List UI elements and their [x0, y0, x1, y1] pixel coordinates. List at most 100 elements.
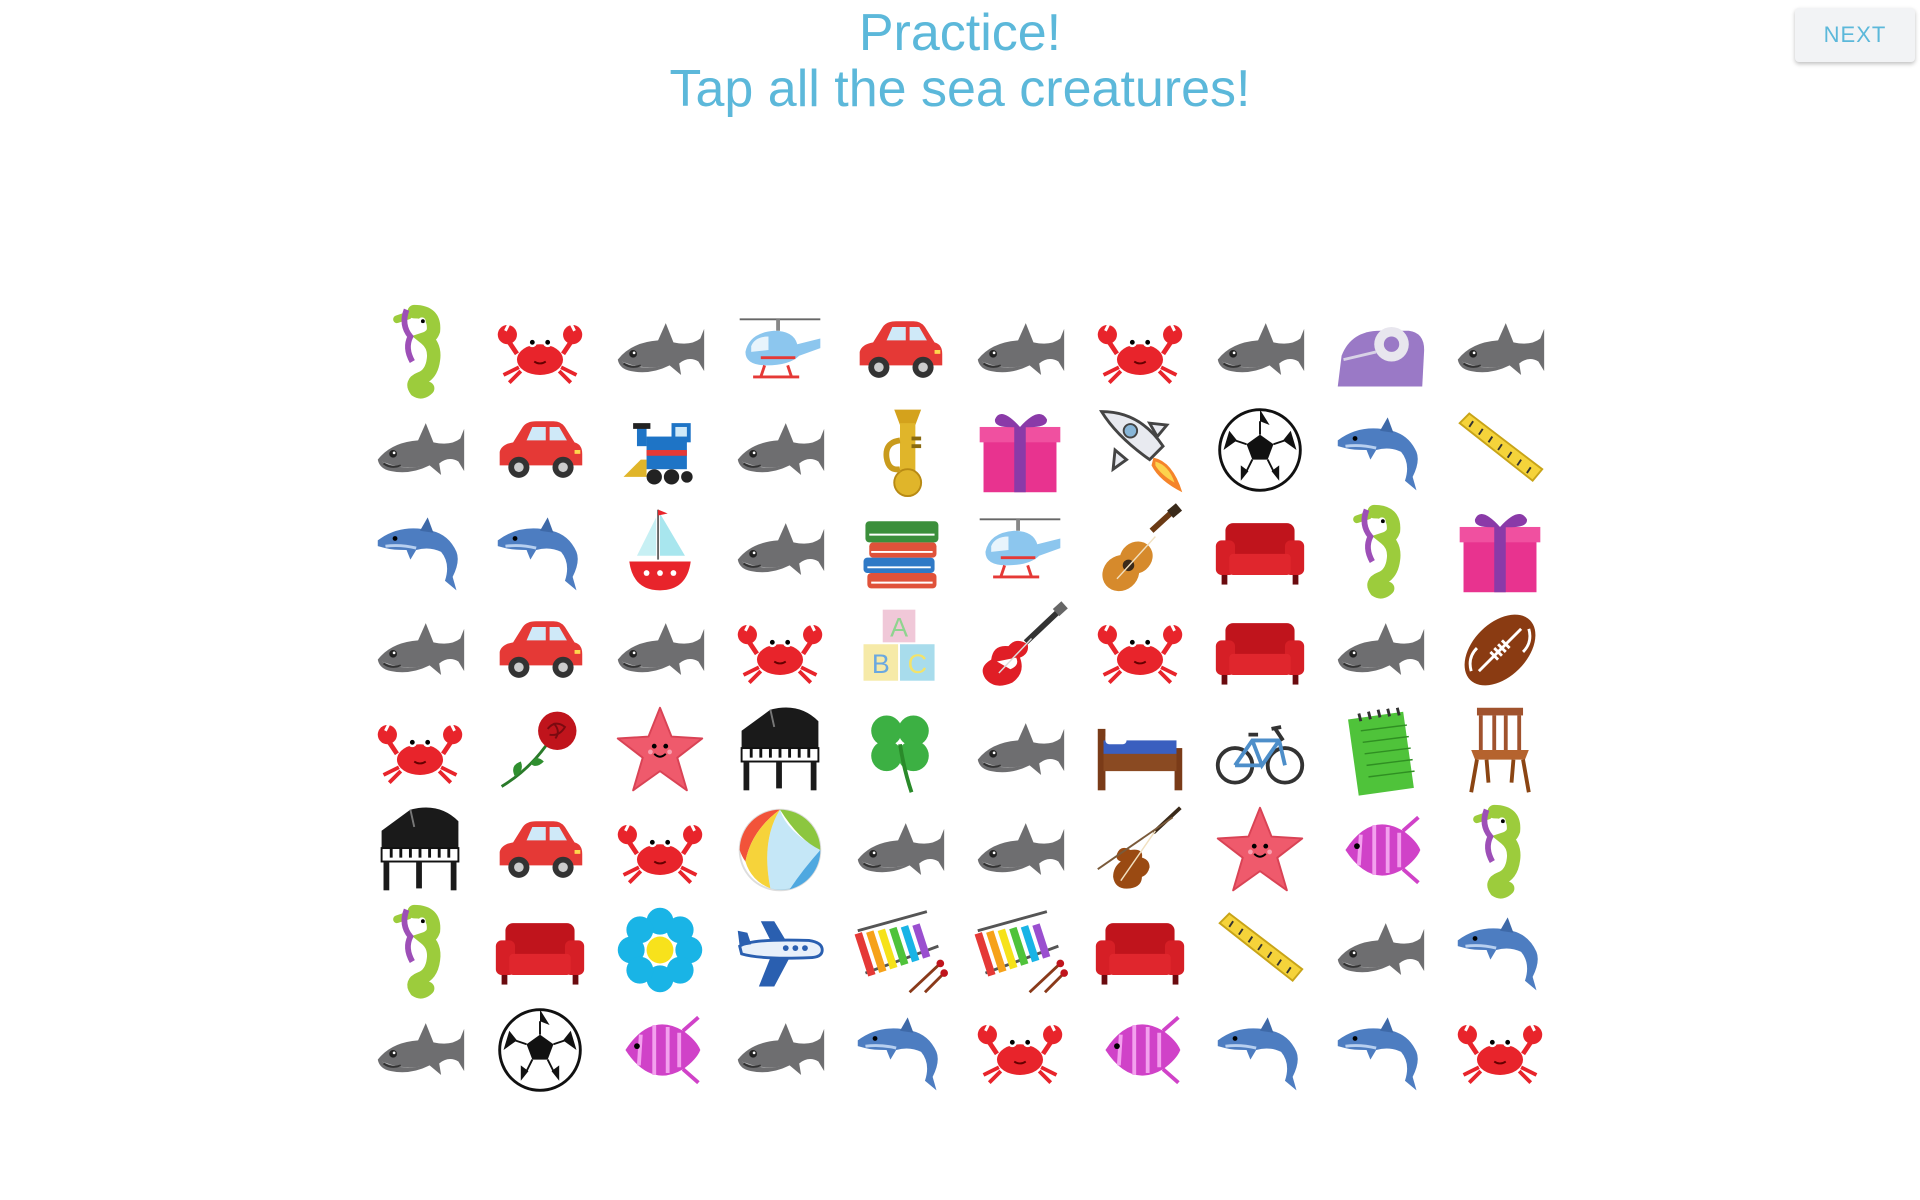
grid-item-violin[interactable] [1080, 800, 1200, 900]
grid-item-shark[interactable] [1200, 300, 1320, 400]
next-button[interactable]: NEXT [1795, 8, 1915, 62]
grid-item-helicopter[interactable] [720, 300, 840, 400]
grid-item-shark[interactable] [1440, 300, 1560, 400]
grid-item-seahorse[interactable] [1440, 800, 1560, 900]
grid-item-football[interactable] [1440, 600, 1560, 700]
grid-item-gift[interactable] [960, 400, 1080, 500]
grid-item-shark[interactable] [840, 800, 960, 900]
grid-item-shark[interactable] [360, 1000, 480, 1100]
grid-item-crab[interactable] [1440, 1000, 1560, 1100]
grid-item-shark[interactable] [600, 600, 720, 700]
grid-item-dolphin[interactable] [360, 500, 480, 600]
grid-item-bed[interactable] [1080, 700, 1200, 800]
grid-item-chair[interactable] [1440, 700, 1560, 800]
grid-item-seahorse[interactable] [360, 300, 480, 400]
rocket-icon [1099, 410, 1183, 493]
grid-item-tuba[interactable] [840, 400, 960, 500]
grid-item-shark[interactable] [360, 400, 480, 500]
grid-item-shark[interactable] [960, 800, 1080, 900]
grid-item-bicycle[interactable] [1200, 700, 1320, 800]
chair-icon [1469, 707, 1531, 793]
grid-item-crab[interactable] [480, 300, 600, 400]
grid-item-dolphin[interactable] [840, 1000, 960, 1100]
grid-item-books[interactable] [840, 500, 960, 600]
car-icon [499, 621, 583, 678]
grid-item-xylophone[interactable] [960, 900, 1080, 1000]
grid-item-dolphin[interactable] [1320, 1000, 1440, 1100]
shark-icon [377, 1023, 465, 1075]
grid-item-soccer-ball[interactable] [480, 1000, 600, 1100]
grid-item-shark[interactable] [1320, 900, 1440, 1000]
grid-item-crab[interactable] [600, 800, 720, 900]
grid-item-guitar[interactable] [1080, 500, 1200, 600]
grid-item-shark[interactable] [720, 500, 840, 600]
grid-item-shark[interactable] [600, 300, 720, 400]
piano-icon [740, 707, 820, 791]
grid-item-car[interactable] [480, 400, 600, 500]
grid-item-airplane[interactable] [720, 900, 840, 1000]
grid-item-shark[interactable] [360, 600, 480, 700]
dolphin-icon [497, 517, 578, 591]
shark-icon [1337, 623, 1425, 675]
grid-item-angelfish[interactable] [1080, 1000, 1200, 1100]
seahorse-icon [1353, 504, 1401, 599]
grid-item-piano[interactable] [720, 700, 840, 800]
grid-item-sofa[interactable] [1200, 600, 1320, 700]
soccer-ball-icon [498, 1008, 582, 1092]
shark-icon [617, 623, 705, 675]
grid-item-starfish[interactable] [600, 700, 720, 800]
grid-item-crab[interactable] [1080, 300, 1200, 400]
ruler-icon [1458, 412, 1544, 483]
grid-item-rose[interactable] [480, 700, 600, 800]
grid-item-gift[interactable] [1440, 500, 1560, 600]
grid-item-tape-dispenser[interactable] [1320, 300, 1440, 400]
grid-item-xylophone[interactable] [840, 900, 960, 1000]
grid-item-seahorse[interactable] [360, 900, 480, 1000]
grid-item-shark[interactable] [960, 300, 1080, 400]
grid-item-sailboat[interactable] [600, 500, 720, 600]
grid-item-crab[interactable] [1080, 600, 1200, 700]
grid-item-crab[interactable] [720, 600, 840, 700]
grid-item-ruler[interactable] [1440, 400, 1560, 500]
grid-item-shark[interactable] [960, 700, 1080, 800]
grid-item-sofa[interactable] [1200, 500, 1320, 600]
grid-item-train[interactable] [600, 400, 720, 500]
grid-item-starfish[interactable] [1200, 800, 1320, 900]
grid-item-dolphin[interactable] [1320, 400, 1440, 500]
grid-item-shark[interactable] [720, 400, 840, 500]
grid-item-flower[interactable] [600, 900, 720, 1000]
grid-item-rocket[interactable] [1080, 400, 1200, 500]
grid-item-sofa[interactable] [480, 900, 600, 1000]
tape-dispenser-icon [1337, 326, 1425, 387]
grid-item-clover[interactable] [840, 700, 960, 800]
guitar-icon [1102, 503, 1183, 592]
clover-icon [871, 715, 929, 793]
grid-item-piano[interactable] [360, 800, 480, 900]
grid-item-electric-guitar[interactable] [960, 600, 1080, 700]
grid-item-notepad[interactable] [1320, 700, 1440, 800]
dolphin-icon [377, 517, 458, 591]
grid-item-crab[interactable] [960, 1000, 1080, 1100]
grid-item-dolphin[interactable] [1200, 1000, 1320, 1100]
grid-item-beach-ball[interactable] [720, 800, 840, 900]
grid-item-angelfish[interactable] [600, 1000, 720, 1100]
grid-item-shark[interactable] [1320, 600, 1440, 700]
grid-item-car[interactable] [480, 600, 600, 700]
piano-icon [380, 807, 460, 891]
svg-text:B: B [872, 649, 890, 679]
grid-item-helicopter[interactable] [960, 500, 1080, 600]
grid-item-soccer-ball[interactable] [1200, 400, 1320, 500]
grid-item-angelfish[interactable] [1320, 800, 1440, 900]
instruction-text: Tap all the sea creatures! [669, 60, 1251, 118]
grid-item-ruler[interactable] [1200, 900, 1320, 1000]
grid-item-seahorse[interactable] [1320, 500, 1440, 600]
grid-item-sofa[interactable] [1080, 900, 1200, 1000]
grid-item-car[interactable] [840, 300, 960, 400]
grid-item-shark[interactable] [720, 1000, 840, 1100]
grid-item-car[interactable] [480, 800, 600, 900]
seahorse-icon [393, 904, 441, 999]
grid-item-dolphin[interactable] [480, 500, 600, 600]
grid-item-crab[interactable] [360, 700, 480, 800]
grid-item-dolphin[interactable] [1440, 900, 1560, 1000]
